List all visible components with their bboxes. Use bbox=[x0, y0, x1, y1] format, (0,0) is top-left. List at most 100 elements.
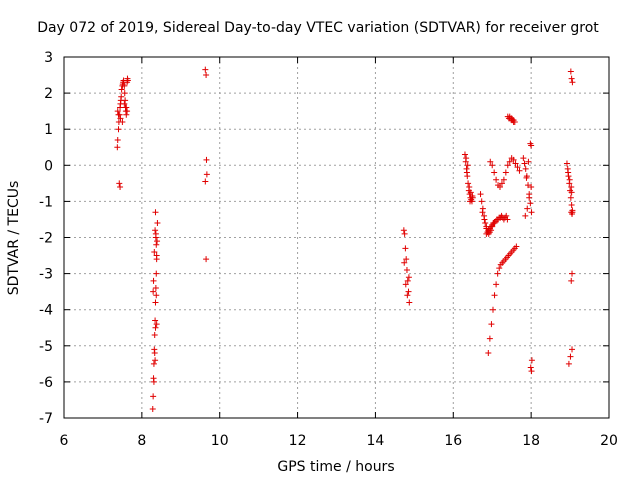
data-point bbox=[525, 182, 532, 189]
data-point bbox=[469, 192, 476, 199]
data-point bbox=[465, 180, 472, 187]
data-point bbox=[121, 90, 128, 97]
data-point bbox=[491, 169, 498, 176]
data-point bbox=[463, 169, 470, 176]
data-point bbox=[513, 243, 520, 250]
data-point bbox=[563, 160, 570, 167]
data-point bbox=[504, 216, 511, 223]
data-point bbox=[567, 353, 574, 360]
data-point bbox=[488, 321, 495, 328]
data-point bbox=[124, 77, 131, 84]
data-point bbox=[403, 256, 410, 263]
data-point bbox=[528, 142, 535, 149]
data-point bbox=[489, 306, 496, 313]
data-point bbox=[121, 100, 128, 107]
data-point bbox=[568, 75, 575, 82]
data-point bbox=[406, 299, 413, 306]
data-point bbox=[400, 227, 407, 234]
data-point bbox=[516, 167, 523, 174]
data-point bbox=[503, 212, 510, 219]
data-point bbox=[403, 266, 410, 273]
data-point bbox=[567, 68, 574, 75]
data-point bbox=[523, 174, 530, 181]
data-point bbox=[478, 198, 485, 205]
x-tick-label: 8 bbox=[137, 433, 146, 449]
x-tick-label: 10 bbox=[211, 433, 229, 449]
data-point bbox=[404, 292, 411, 299]
y-tick-label: -2 bbox=[39, 231, 53, 247]
data-point bbox=[121, 82, 128, 89]
data-point bbox=[489, 162, 496, 169]
data-point bbox=[152, 299, 159, 306]
data-point bbox=[528, 357, 535, 364]
data-point bbox=[565, 169, 572, 176]
axis-ticks bbox=[63, 56, 610, 419]
data-point bbox=[117, 115, 124, 122]
data-point bbox=[526, 194, 533, 201]
data-point bbox=[114, 108, 121, 115]
data-point bbox=[150, 288, 157, 295]
y-tick-label: 2 bbox=[44, 86, 53, 102]
data-point bbox=[115, 126, 122, 133]
data-point bbox=[203, 171, 210, 178]
data-point bbox=[510, 117, 517, 124]
data-point bbox=[477, 191, 484, 198]
data-point bbox=[479, 209, 486, 216]
data-point bbox=[522, 212, 529, 219]
y-tick-label: -5 bbox=[39, 339, 53, 355]
x-tick-label: 14 bbox=[367, 433, 385, 449]
data-point bbox=[504, 162, 511, 169]
data-point bbox=[467, 198, 474, 205]
data-point bbox=[522, 165, 529, 172]
data-point bbox=[405, 274, 412, 281]
data-point bbox=[528, 183, 535, 190]
x-tick-label: 12 bbox=[289, 433, 307, 449]
data-point bbox=[123, 111, 130, 118]
data-point bbox=[528, 209, 535, 216]
data-point bbox=[153, 241, 160, 248]
data-point bbox=[569, 207, 576, 214]
data-point bbox=[467, 189, 474, 196]
data-point bbox=[203, 156, 210, 163]
data-point bbox=[405, 288, 412, 295]
data-point bbox=[512, 160, 519, 167]
data-point bbox=[568, 277, 575, 284]
data-point bbox=[506, 158, 513, 165]
data-point bbox=[122, 97, 129, 104]
y-tick-label: 1 bbox=[44, 122, 53, 138]
data-point bbox=[150, 393, 157, 400]
data-point bbox=[150, 360, 157, 367]
data-point bbox=[497, 183, 503, 190]
x-axis-label: GPS time / hours bbox=[277, 459, 394, 475]
data-point bbox=[502, 169, 509, 176]
data-point bbox=[569, 346, 576, 353]
data-point bbox=[116, 180, 123, 187]
data-point bbox=[525, 158, 532, 165]
data-point bbox=[152, 357, 159, 364]
data-point bbox=[119, 118, 126, 125]
x-tick-label: 6 bbox=[60, 433, 69, 449]
chart-title: Day 072 of 2019, Sidereal Day-to-day VTE… bbox=[37, 20, 599, 36]
data-point bbox=[114, 144, 121, 151]
y-tick-label: -6 bbox=[39, 375, 53, 391]
data-point bbox=[566, 176, 573, 183]
data-point bbox=[118, 93, 125, 100]
data-point bbox=[153, 321, 160, 328]
data-point bbox=[152, 317, 159, 324]
data-point bbox=[404, 277, 411, 284]
data-point bbox=[203, 72, 210, 79]
data-point bbox=[203, 256, 210, 263]
data-point bbox=[401, 259, 408, 266]
data-point bbox=[565, 360, 572, 367]
data-point bbox=[124, 108, 131, 115]
data-point bbox=[466, 183, 473, 190]
data-point bbox=[153, 292, 160, 299]
data-point bbox=[202, 178, 209, 185]
data-point bbox=[482, 220, 489, 227]
grid-lines bbox=[64, 57, 609, 418]
y-axis-label: SDTVAR / TECUs bbox=[6, 181, 22, 296]
data-point bbox=[510, 156, 517, 163]
data-point bbox=[401, 230, 408, 237]
data-point bbox=[153, 252, 160, 259]
